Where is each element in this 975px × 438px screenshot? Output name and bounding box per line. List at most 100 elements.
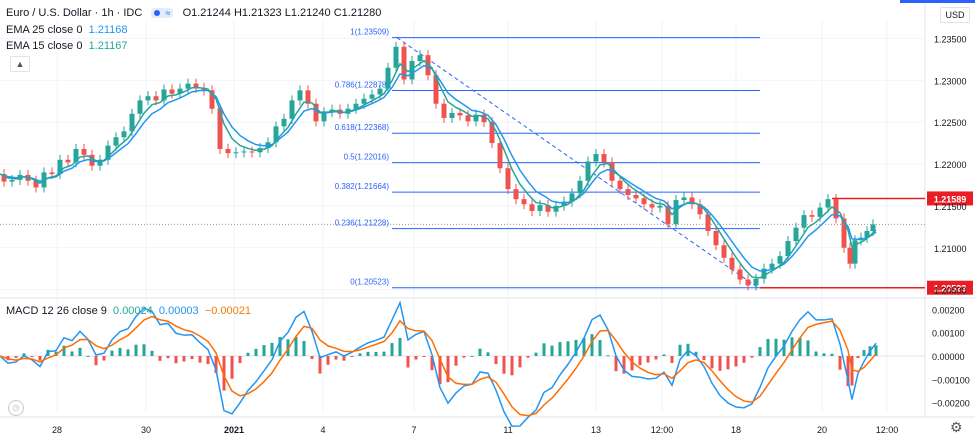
macd-histogram-bar <box>814 351 818 356</box>
candle-body <box>529 204 535 211</box>
macd-histogram-bar <box>566 341 570 356</box>
macd-histogram-bar <box>846 356 850 387</box>
macd-histogram-bar <box>110 350 114 356</box>
candle-body <box>665 205 671 225</box>
macd-histogram-bar <box>358 353 362 356</box>
candle-body <box>297 90 303 101</box>
macd-histogram-bar <box>38 356 42 361</box>
macd-tick-label: 0.00000 <box>932 352 965 362</box>
market-status-badge[interactable]: ≈ <box>151 8 174 19</box>
candle-body <box>185 83 191 89</box>
candle-body <box>145 96 151 101</box>
macd-histogram-bar <box>430 356 434 371</box>
macd-histogram-bar <box>874 345 878 356</box>
low-value: L1.21240 <box>284 7 331 19</box>
fib-level-label: 0.236(1.21228) <box>335 219 390 228</box>
candle-body <box>441 103 447 118</box>
macd-histogram-bar <box>534 352 538 356</box>
macd-histogram-bar <box>230 356 234 379</box>
candle-body <box>233 152 239 154</box>
macd-histogram-bar <box>86 355 90 357</box>
macd-histogram-bar <box>422 356 426 357</box>
currency-button[interactable]: USD <box>940 7 970 23</box>
candle-body <box>153 96 159 101</box>
candle-body <box>49 172 55 175</box>
candle-body <box>361 98 367 104</box>
ema15-value: 1.21167 <box>88 40 128 52</box>
macd-label[interactable]: MACD 12 26 close 9 <box>6 305 107 317</box>
ema25-value: 1.21168 <box>88 24 128 36</box>
candle-body <box>561 201 567 206</box>
ema25-label[interactable]: EMA 25 close 0 <box>6 24 83 36</box>
candle-body <box>9 179 15 182</box>
time-tick-label: 30 <box>141 425 151 435</box>
macd-histogram-bar <box>206 356 210 365</box>
candle-body <box>847 247 853 264</box>
macd-histogram-bar <box>782 339 786 356</box>
candle-body <box>593 153 599 162</box>
candle-body <box>473 114 479 122</box>
time-tick-label: 28 <box>52 425 62 435</box>
macd-histogram-bar <box>702 356 706 361</box>
macd-histogram-bar <box>486 352 490 356</box>
collapse-legend-button[interactable]: ▲ <box>10 56 30 72</box>
macd-histogram-bar <box>246 352 250 356</box>
macd-histogram-bar <box>398 337 402 356</box>
time-tick-label: 7 <box>411 425 416 435</box>
high-value: H1.21323 <box>233 7 282 19</box>
macd-histogram-bar <box>278 336 282 356</box>
candle-body <box>521 199 527 205</box>
price-level-tag <box>927 191 973 206</box>
macd-tick-label: −0.00200 <box>932 399 970 409</box>
macd-histogram-bar <box>406 356 410 368</box>
macd-legend[interactable]: MACD 12 26 close 9 0.00024 0.00003 −0.00… <box>6 304 251 318</box>
symbol-header[interactable]: Euro / U.S. Dollar · 1h · IDC ≈ O1.21244… <box>6 6 381 20</box>
gear-icon[interactable]: ⚙ <box>950 419 963 435</box>
time-tick-label: 18 <box>731 425 741 435</box>
macd-histogram-bar <box>182 356 186 362</box>
macd-histogram-bar <box>630 356 634 371</box>
candle-body <box>737 269 743 280</box>
fib-level-label: 0(1.20523) <box>350 278 389 287</box>
candle-body <box>121 131 127 138</box>
candle-body <box>841 218 847 248</box>
macd-histogram-bar <box>318 356 322 374</box>
candle-body <box>681 197 687 201</box>
macd-histogram-bar <box>366 351 370 356</box>
ema15-label[interactable]: EMA 15 close 0 <box>6 40 83 52</box>
macd-histogram-bar <box>382 351 386 356</box>
candle-body <box>241 151 247 153</box>
fib-level-label: 0.618(1.22368) <box>335 123 390 132</box>
status-dot-icon <box>154 10 161 17</box>
candle-body <box>57 159 63 175</box>
fib-trendline <box>396 37 759 289</box>
candle-body <box>809 215 815 217</box>
macd-histogram-bar <box>462 356 466 358</box>
candle-body <box>545 205 551 212</box>
wave-icon: ≈ <box>165 8 171 19</box>
macd-histogram-bar <box>590 334 594 356</box>
macd-histogram-bar <box>678 344 682 356</box>
candle-body <box>633 195 639 199</box>
time-tick-label: 4 <box>320 425 325 435</box>
macd-histogram-bar <box>862 350 866 356</box>
macd-histogram-bar <box>150 350 154 356</box>
candle-body <box>689 197 695 205</box>
ema25-legend[interactable]: EMA 25 close 0 1.21168 <box>6 23 128 37</box>
macd-histogram-bar <box>582 337 586 356</box>
macd-histogram-bar <box>198 356 202 363</box>
ema15-legend[interactable]: EMA 15 close 0 1.21167 <box>6 39 128 53</box>
macd-histogram-bar <box>414 356 418 360</box>
candle-body <box>65 159 71 163</box>
candle-body <box>713 231 719 246</box>
candle-body <box>409 61 415 80</box>
candle-body <box>801 215 807 228</box>
candle-body <box>761 268 767 279</box>
candle-body <box>73 148 79 163</box>
symbol-title[interactable]: Euro / U.S. Dollar · 1h · IDC <box>6 7 143 19</box>
macd-histogram-bar <box>454 356 458 366</box>
candle-body <box>313 103 319 122</box>
candle-body <box>249 151 255 153</box>
toolbar-accent <box>900 0 975 3</box>
